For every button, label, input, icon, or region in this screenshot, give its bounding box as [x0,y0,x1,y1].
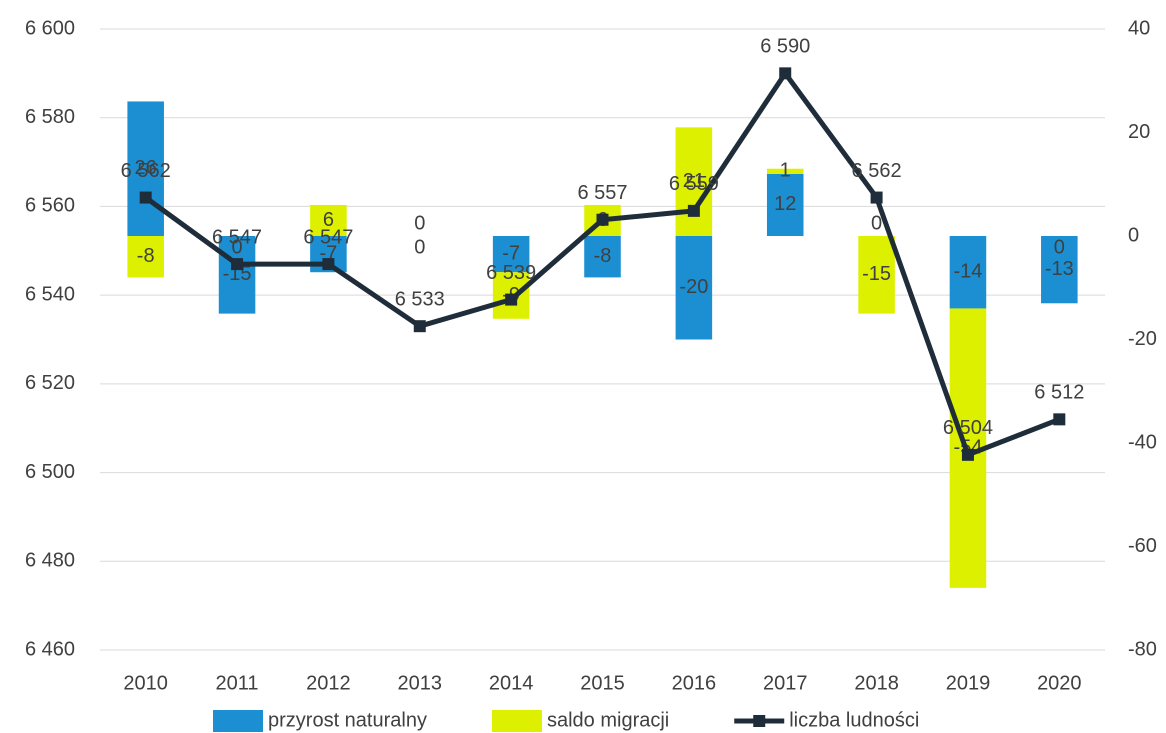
y2-tick-label: 20 [1128,121,1150,143]
x-tick-label: 2014 [489,672,534,694]
line-marker [505,293,518,306]
legend-swatch [491,710,542,732]
bar-value-label: -20 [679,276,708,298]
line-marker [231,258,244,271]
line-marker [961,448,974,461]
y-tick-label: 6 540 [25,283,75,305]
bar-value-label: -8 [594,245,612,267]
line-marker [596,213,609,226]
y2-tick-label: -60 [1128,535,1157,557]
line-value-label: 6 533 [395,288,445,310]
legend-label: liczba ludności [789,709,919,731]
bar-value-label: 21 [683,170,705,192]
line-value-label: 6 547 [303,226,353,248]
x-tick-label: 2016 [672,672,717,694]
y-tick-label: 6 600 [25,17,75,39]
x-tick-label: 2013 [398,672,443,694]
x-tick-label: 2010 [123,672,168,694]
bar-value-label: 0 [414,236,425,258]
line-value-label: 6 512 [1034,382,1084,404]
y2-tick-label: -80 [1128,638,1157,660]
bar [949,236,987,309]
bar [766,168,804,174]
bar [218,236,256,314]
bar-value-label: 12 [774,193,796,215]
bar [1041,236,1078,304]
bar [766,173,804,236]
line-marker [322,258,335,271]
line-marker [139,191,152,204]
line-marker [687,204,700,217]
y-tick-label: 6 580 [25,106,75,128]
line-marker [1053,413,1066,426]
line-value-label: 6 562 [121,160,171,182]
bar-value-label: 26 [135,157,157,179]
line-marker [413,320,426,333]
bar-value-label: -13 [1045,258,1074,280]
legend-swatch [213,710,263,732]
y2-tick-label: 0 [1128,224,1139,246]
bar-value-label: -15 [862,263,891,285]
bar [310,204,347,236]
bar [584,236,621,278]
bar-value-label: 0 [231,236,242,258]
bar [675,127,713,236]
line-value-label: 6 547 [212,226,262,248]
bar-value-label: -8 [137,245,155,267]
line-value-label: 6 557 [577,182,627,204]
y-tick-label: 6 520 [25,372,75,394]
legend-label: saldo migracji [547,709,669,731]
line-value-label: 6 590 [760,36,810,58]
y-tick-label: 6 500 [25,461,75,483]
line-marker [870,191,883,204]
y-tick-label: 6 460 [25,638,75,660]
line-value-label: 6 504 [943,417,993,439]
y2-tick-label: 40 [1128,17,1150,39]
x-tick-label: 2015 [580,672,625,694]
y-tick-label: 6 480 [25,550,75,572]
x-tick-label: 2018 [854,672,899,694]
legend-label: przyrost naturalny [268,709,427,731]
x-tick-label: 2020 [1037,672,1082,694]
bar-value-label: 0 [1054,236,1065,258]
line-value-label: 6 562 [852,160,902,182]
legend-swatch [753,715,766,727]
x-tick-label: 2019 [946,672,991,694]
bar-value-label: 1 [780,160,791,182]
line-marker [779,67,792,80]
bar [127,236,164,278]
y-tick-label: 6 560 [25,195,75,217]
bar-value-label: 6 [323,209,334,231]
y2-tick-label: -40 [1128,431,1157,453]
bar-value-label: -7 [502,242,520,264]
bar [127,101,164,236]
x-tick-label: 2011 [216,672,259,694]
bar [492,236,530,273]
bar [675,236,713,340]
bar [858,236,895,314]
bar-value-label: 0 [414,212,425,234]
y2-tick-label: -20 [1128,328,1157,350]
x-tick-label: 2017 [763,672,808,694]
bar-value-label: 0 [871,212,882,234]
line-value-label: 6 559 [669,173,719,195]
bar-value-label: -14 [954,261,983,283]
line-value-label: 6 539 [486,262,536,284]
x-tick-label: 2012 [306,672,351,694]
bar-value-label: -15 [223,263,252,285]
